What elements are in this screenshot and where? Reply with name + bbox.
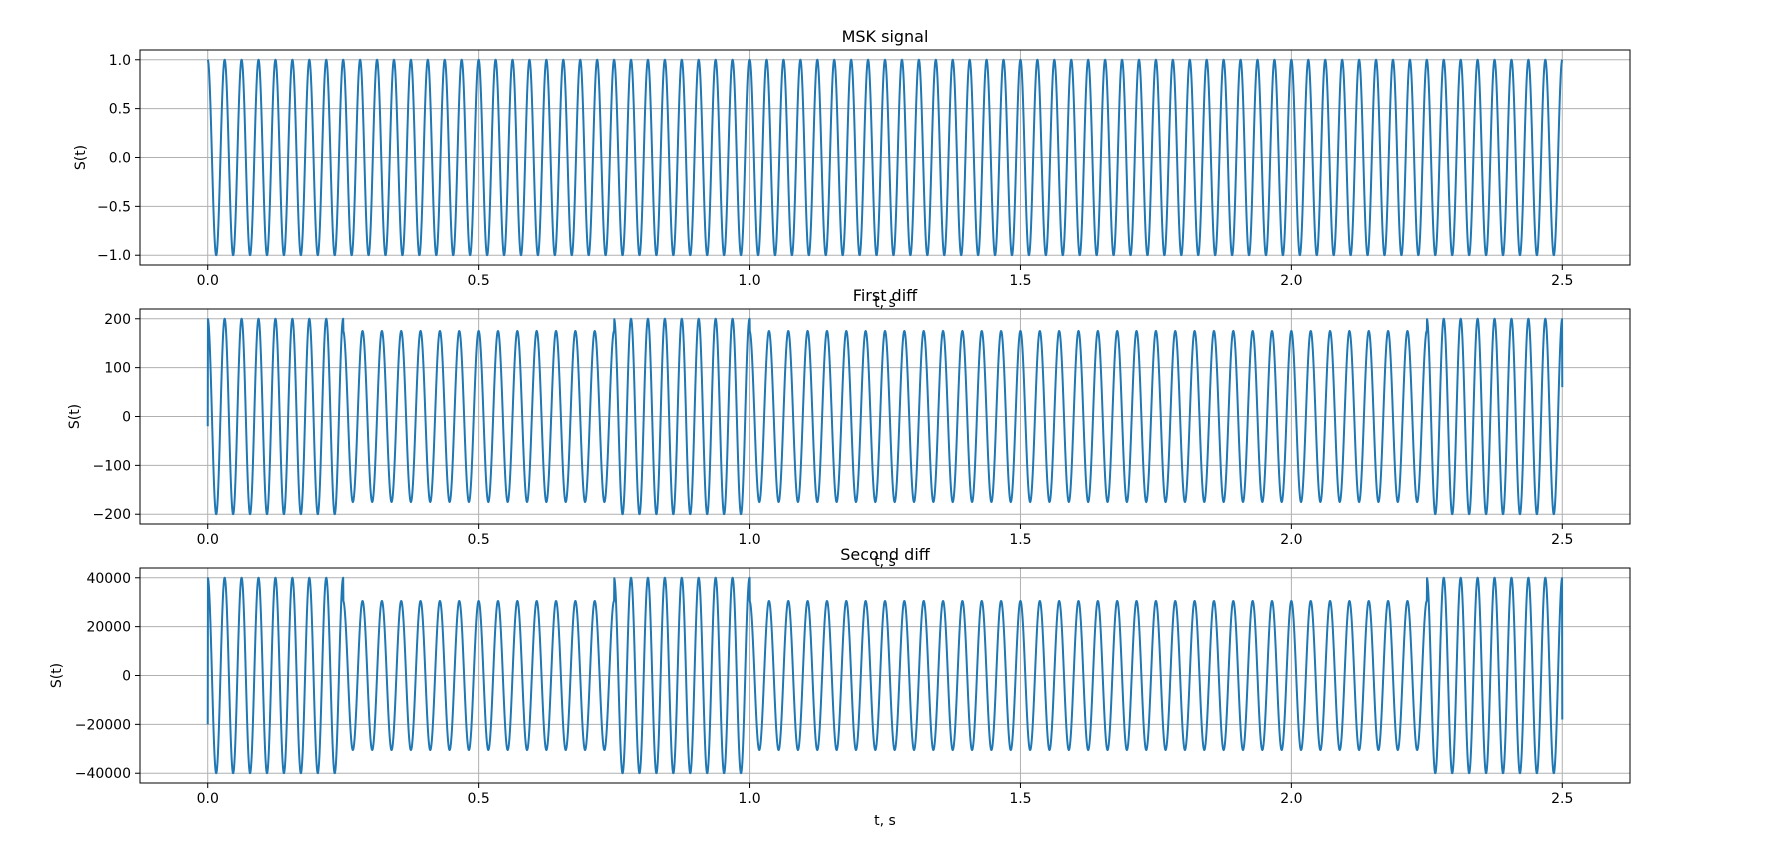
x-tick-label: 0.5 bbox=[468, 532, 490, 548]
y-axis-label: S(t) bbox=[67, 404, 83, 429]
y-tick-label: −20000 bbox=[75, 717, 131, 733]
y-tick-label: 40000 bbox=[86, 571, 131, 587]
subplot-2: 0.0 0.5 1.0 1.5 2.0 2.5 −200 −100 0 100 200 First d… bbox=[67, 286, 1631, 570]
y-axis-label: S(t) bbox=[73, 145, 89, 170]
x-tick-label: 2.0 bbox=[1280, 791, 1302, 807]
y-tick-label: 0.5 bbox=[109, 102, 131, 118]
y-tick-label: −1.0 bbox=[97, 248, 131, 264]
x-axis-label: t, s bbox=[874, 554, 896, 570]
y-tick-label: 1.0 bbox=[109, 53, 131, 69]
signal-line bbox=[206, 58, 1564, 257]
y-axis-label: S(t) bbox=[49, 663, 65, 688]
signal-line bbox=[206, 317, 1564, 516]
subplot-title: First diff bbox=[853, 286, 918, 305]
x-tick-label: 1.0 bbox=[738, 791, 760, 807]
subplot-3: 0.0 0.5 1.0 1.5 2.0 2.5 −40000 −20000 0 20000 4000… bbox=[49, 545, 1631, 829]
x-tick-label: 2.5 bbox=[1551, 273, 1573, 289]
y-tick-label: 100 bbox=[104, 361, 131, 377]
y-tick-label: −40000 bbox=[75, 766, 131, 782]
y-tick-label: 200 bbox=[104, 312, 131, 328]
y-tick-label: −0.5 bbox=[97, 199, 131, 215]
x-tick-label: 1.0 bbox=[738, 532, 760, 548]
subplot-title: Second diff bbox=[840, 545, 931, 564]
y-tick-label: 0 bbox=[122, 410, 131, 426]
x-tick-label: 0.0 bbox=[197, 791, 219, 807]
x-tick-label: 1.0 bbox=[738, 273, 760, 289]
x-tick-label: 2.0 bbox=[1280, 273, 1302, 289]
y-tick-label: −100 bbox=[93, 458, 131, 474]
x-tick-label: 2.5 bbox=[1551, 532, 1573, 548]
y-tick-label: 20000 bbox=[86, 620, 131, 636]
y-tick-label: 0 bbox=[122, 669, 131, 685]
signal-line bbox=[206, 576, 1564, 775]
subplots: 0.0 0.5 1.0 1.5 2.0 2.5 −1.0 −0.5 0.0 0.5 1.0 MSK s… bbox=[49, 27, 1631, 829]
y-tick-label: −200 bbox=[93, 507, 131, 523]
x-tick-label: 1.5 bbox=[1009, 532, 1031, 548]
y-tick-label: 0.0 bbox=[109, 151, 131, 167]
x-tick-label: 1.5 bbox=[1009, 791, 1031, 807]
x-tick-label: 0.0 bbox=[197, 532, 219, 548]
x-tick-label: 0.0 bbox=[197, 273, 219, 289]
x-axis-label: t, s bbox=[874, 295, 896, 311]
x-tick-label: 1.5 bbox=[1009, 273, 1031, 289]
x-tick-label: 2.5 bbox=[1551, 791, 1573, 807]
subplot-title: MSK signal bbox=[842, 27, 929, 46]
subplot-1: 0.0 0.5 1.0 1.5 2.0 2.5 −1.0 −0.5 0.0 0.5 1.0 MSK s… bbox=[73, 27, 1631, 311]
x-axis-label: t, s bbox=[874, 813, 896, 829]
x-tick-label: 2.0 bbox=[1280, 532, 1302, 548]
x-tick-label: 0.5 bbox=[468, 273, 490, 289]
x-tick-label: 0.5 bbox=[468, 791, 490, 807]
